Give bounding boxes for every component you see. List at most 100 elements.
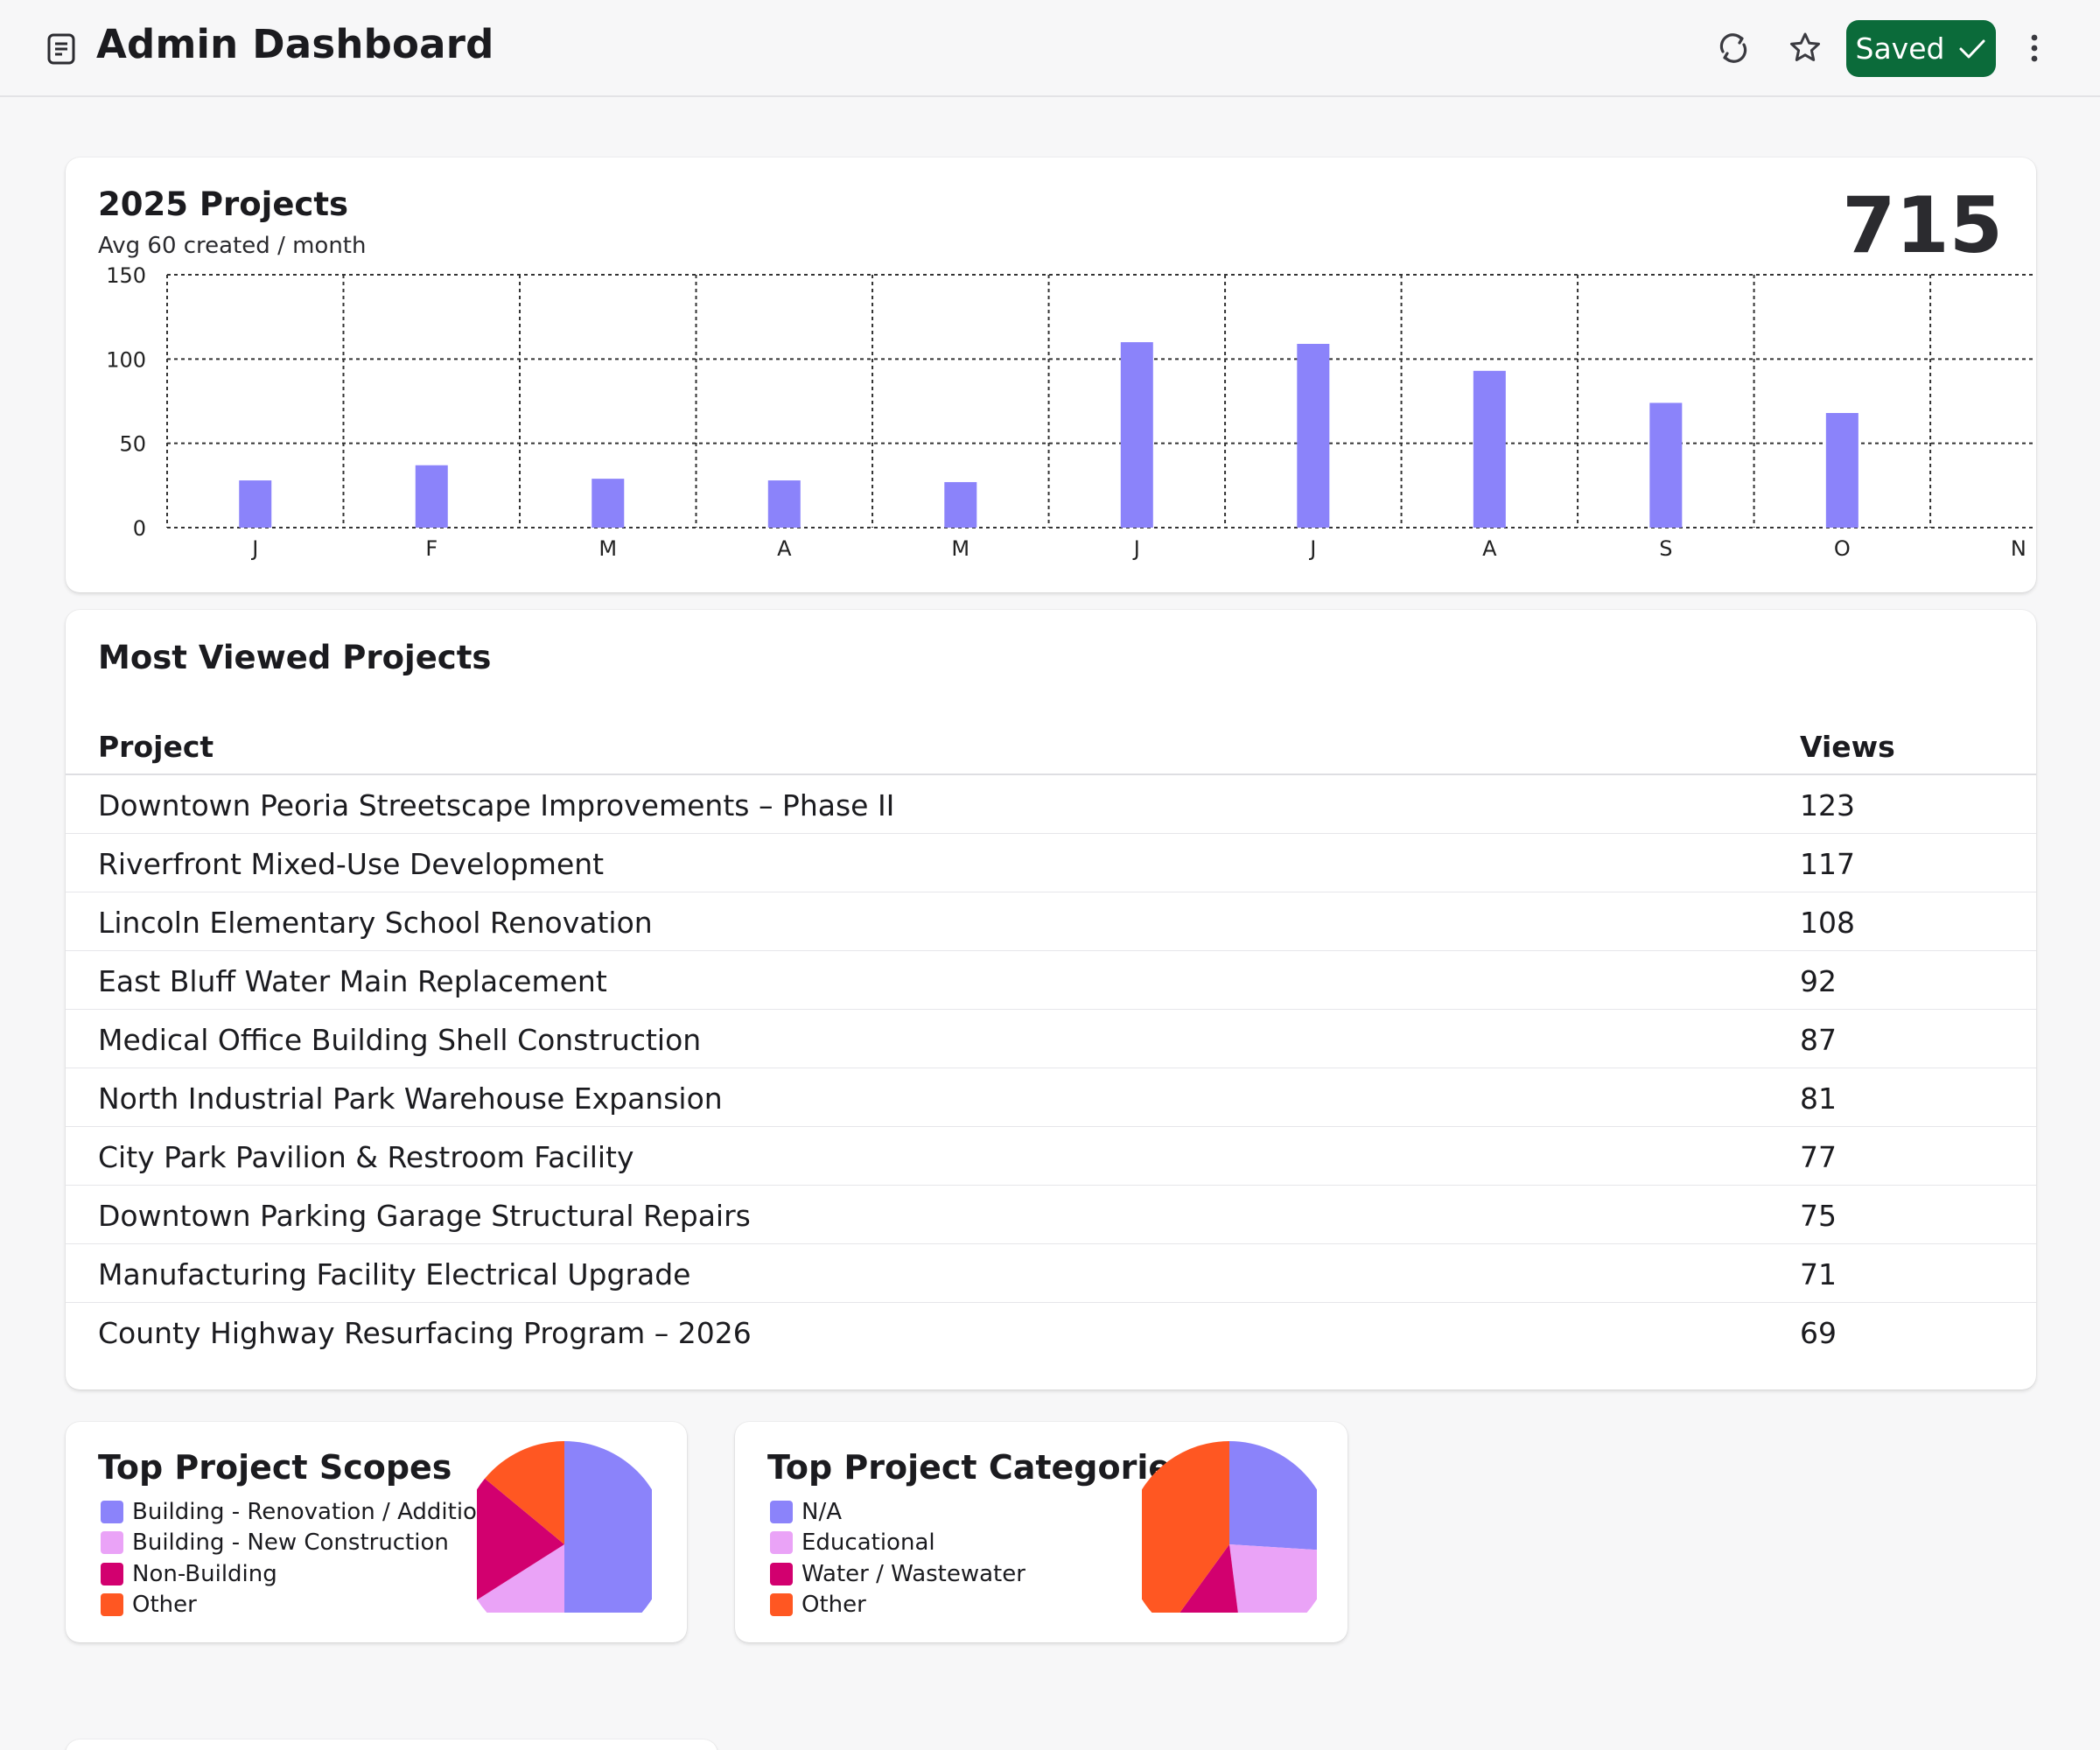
bar-1 bbox=[415, 465, 448, 528]
top-bar: Admin Dashboard Saved bbox=[0, 0, 2100, 97]
projects-card-title: 2025 Projects bbox=[98, 186, 349, 223]
project-views: 75 bbox=[1800, 1199, 1837, 1233]
legend-item[interactable]: Other bbox=[770, 1590, 1026, 1621]
star-icon bbox=[1790, 32, 1820, 61]
project-views: 117 bbox=[1800, 847, 1855, 881]
favorite-button[interactable] bbox=[1785, 28, 1825, 68]
project-name: Lincoln Elementary School Renovation bbox=[98, 906, 653, 940]
column-header-project[interactable]: Project bbox=[98, 730, 214, 764]
legend-item[interactable]: Other bbox=[101, 1590, 491, 1621]
table-row[interactable]: Manufacturing Facility Electrical Upgrad… bbox=[66, 1244, 2036, 1303]
categories-title: Top Project Categories bbox=[767, 1448, 1191, 1487]
categories-card: Top Project Categories N/A Educational Wat… bbox=[735, 1422, 1348, 1642]
legend-label: Other bbox=[802, 1592, 866, 1619]
table-row[interactable]: City Park Pavilion & Restroom Facility 77 bbox=[66, 1127, 2036, 1186]
y-tick-label: 150 bbox=[106, 263, 146, 288]
scopes-card: Top Project Scopes Building - Renovation… bbox=[66, 1422, 687, 1642]
x-tick-label: O bbox=[1834, 536, 1851, 561]
legend-item[interactable]: Building - Renovation / Addition bbox=[101, 1496, 491, 1528]
table-row[interactable]: East Bluff Water Main Replacement 92 bbox=[66, 951, 2036, 1010]
legend-label: Building - Renovation / Addition bbox=[132, 1498, 492, 1525]
legend-label: Non-Building bbox=[132, 1560, 277, 1587]
legend-swatch bbox=[101, 1531, 123, 1555]
check-icon bbox=[1959, 39, 1985, 58]
project-views: 77 bbox=[1800, 1140, 1837, 1174]
project-name: City Park Pavilion & Restroom Facility bbox=[98, 1140, 634, 1174]
table-row[interactable]: Riverfront Mixed-Use Development 117 bbox=[66, 834, 2036, 892]
bottom-card bbox=[66, 1740, 718, 1750]
table-row[interactable]: North Industrial Park Warehouse Expansio… bbox=[66, 1068, 2036, 1127]
refresh-button[interactable] bbox=[1713, 28, 1754, 68]
saved-button[interactable]: Saved bbox=[1846, 20, 1996, 77]
bar-6 bbox=[1297, 343, 1330, 528]
project-views: 108 bbox=[1800, 906, 1855, 940]
bar-3 bbox=[767, 480, 801, 528]
project-name: North Industrial Park Warehouse Expansio… bbox=[98, 1082, 723, 1116]
pie-slice-3 bbox=[1142, 1441, 1229, 1613]
scopes-legend: Building - Renovation / Addition Building… bbox=[101, 1496, 491, 1620]
project-views: 92 bbox=[1800, 964, 1837, 998]
legend-label: Other bbox=[132, 1592, 197, 1619]
legend-label: Educational bbox=[802, 1530, 935, 1557]
legend-item[interactable]: Non-Building bbox=[101, 1558, 491, 1590]
saved-label: Saved bbox=[1855, 32, 1945, 66]
table-row[interactable]: Lincoln Elementary School Renovation 108 bbox=[66, 892, 2036, 951]
legend-swatch bbox=[101, 1562, 123, 1586]
table-row[interactable]: Medical Office Building Shell Constructi… bbox=[66, 1010, 2036, 1068]
document-icon bbox=[47, 33, 75, 65]
project-name: Manufacturing Facility Electrical Upgrad… bbox=[98, 1257, 691, 1292]
legend-swatch bbox=[101, 1500, 123, 1523]
legend-swatch bbox=[101, 1593, 123, 1617]
legend-swatch bbox=[770, 1562, 793, 1586]
x-tick-label: S bbox=[1659, 536, 1672, 561]
projects-bar-chart: 0 50 100 150 J F M A M J J A S O N bbox=[106, 263, 2036, 561]
pie-slice-2 bbox=[1180, 1544, 1238, 1613]
projects-card-subtitle: Avg 60 created / month bbox=[98, 233, 367, 259]
x-tick-label: N bbox=[2011, 536, 2026, 561]
table-row[interactable]: County Highway Resurfacing Program – 202… bbox=[66, 1303, 2036, 1362]
legend-item[interactable]: Educational bbox=[770, 1528, 1026, 1559]
legend-item[interactable]: Building - New Construction bbox=[101, 1528, 491, 1559]
projects-card: 2025 Projects Avg 60 created / month 715… bbox=[66, 158, 2036, 592]
bar-7 bbox=[1473, 370, 1506, 528]
bar-4 bbox=[944, 481, 977, 528]
project-name: Riverfront Mixed-Use Development bbox=[98, 847, 605, 881]
project-name: Downtown Peoria Streetscape Improvements… bbox=[98, 788, 895, 822]
project-views: 87 bbox=[1800, 1023, 1837, 1057]
x-tick-label: M bbox=[598, 536, 617, 561]
most-viewed-table: Project Views Downtown Peoria Streetscap… bbox=[66, 719, 2036, 1362]
most-viewed-title: Most Viewed Projects bbox=[98, 639, 492, 676]
table-body: Downtown Peoria Streetscape Improvements… bbox=[66, 775, 2036, 1362]
legend-item[interactable]: N/A bbox=[770, 1496, 1026, 1528]
scopes-title: Top Project Scopes bbox=[98, 1448, 452, 1487]
y-tick-label: 50 bbox=[119, 432, 146, 457]
column-header-views[interactable]: Views bbox=[1800, 730, 1895, 764]
x-tick-label: F bbox=[425, 536, 438, 561]
legend-label: Water / Wastewater bbox=[802, 1560, 1026, 1587]
bar-8 bbox=[1649, 402, 1683, 528]
pie-slice-1 bbox=[1229, 1544, 1317, 1613]
pie-slice-0 bbox=[564, 1441, 652, 1613]
scopes-pie-chart bbox=[477, 1441, 652, 1613]
project-views: 69 bbox=[1800, 1316, 1837, 1350]
bar-2 bbox=[592, 479, 625, 528]
project-views: 123 bbox=[1800, 788, 1855, 822]
categories-pie-chart bbox=[1142, 1441, 1317, 1613]
x-tick-label: J bbox=[1308, 536, 1316, 561]
project-name: East Bluff Water Main Replacement bbox=[98, 964, 607, 998]
x-tick-label: A bbox=[1482, 536, 1497, 561]
y-tick-label: 100 bbox=[106, 347, 146, 372]
table-row[interactable]: Downtown Peoria Streetscape Improvements… bbox=[66, 775, 2036, 834]
project-views: 71 bbox=[1800, 1257, 1837, 1292]
legend-swatch bbox=[770, 1531, 793, 1555]
x-tick-label: M bbox=[951, 536, 970, 561]
more-options-button[interactable] bbox=[2014, 28, 2054, 68]
table-row[interactable]: Downtown Parking Garage Structural Repai… bbox=[66, 1186, 2036, 1244]
page-title: Admin Dashboard bbox=[96, 21, 494, 67]
bar-0 bbox=[239, 480, 272, 528]
legend-item[interactable]: Water / Wastewater bbox=[770, 1558, 1026, 1590]
table-header: Project Views bbox=[66, 719, 2036, 775]
y-tick-label: 0 bbox=[133, 516, 146, 541]
bar-9 bbox=[1825, 412, 1858, 528]
legend-label: Building - New Construction bbox=[132, 1530, 449, 1557]
